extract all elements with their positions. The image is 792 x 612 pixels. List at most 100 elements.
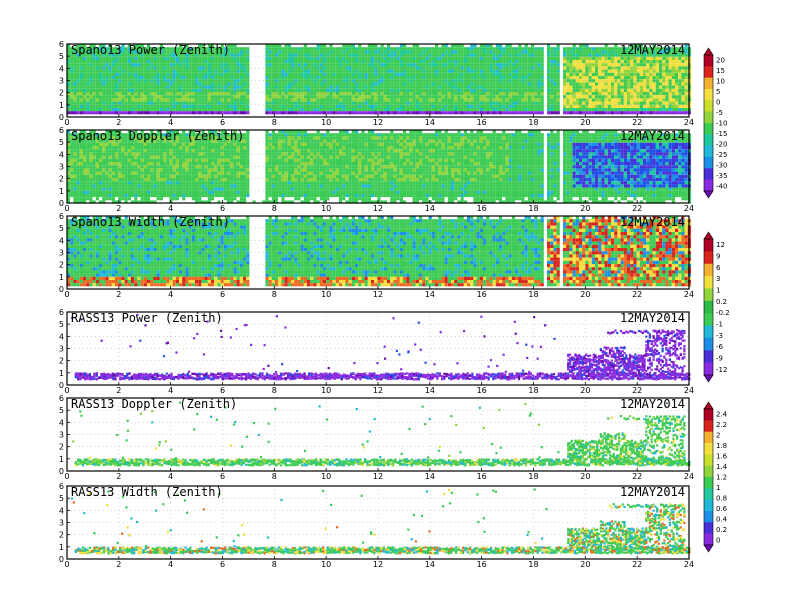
data-cell: [608, 66, 611, 69]
data-cell: [134, 197, 137, 200]
data-cell: [483, 98, 486, 101]
data-cell: [557, 60, 560, 63]
data-cell: [294, 98, 297, 101]
data-cell: [365, 60, 368, 63]
data-cell: [307, 76, 310, 79]
data-cell: [185, 108, 188, 111]
data-cell: [304, 66, 307, 69]
data-cell: [150, 82, 153, 85]
data-cell: [448, 66, 451, 69]
data-cell: [368, 98, 371, 101]
data-cell: [582, 79, 585, 82]
data-cell: [70, 146, 73, 149]
data-cell: [342, 66, 345, 69]
data-cell: [265, 50, 268, 53]
data-cell: [624, 108, 627, 111]
data-cell: [237, 82, 240, 85]
data-cell: [681, 86, 684, 89]
data-cell: [80, 79, 83, 82]
x-tick-label: 0: [64, 118, 69, 127]
data-cell: [592, 86, 595, 89]
data-cell: [99, 184, 102, 187]
data-cell: [557, 98, 560, 101]
panel-1: 0 2 4 6 8 10 12 14 16 18 20 22 240123456 Spano13 Powe…: [59, 40, 694, 127]
data-cell: [144, 98, 147, 101]
data-cell: [80, 146, 83, 149]
data-cell: [470, 66, 473, 69]
data-cell: [163, 82, 166, 85]
data-cell: [361, 108, 364, 111]
data-cell: [240, 92, 243, 95]
data-cell: [342, 108, 345, 111]
data-cell: [557, 57, 560, 60]
data-cell: [99, 102, 102, 105]
data-cell: [537, 111, 540, 114]
data-cell: [288, 102, 291, 105]
data-cell: [134, 111, 137, 114]
data-cell: [243, 98, 246, 101]
data-cell: [233, 70, 236, 73]
data-cell: [592, 73, 595, 76]
data-cell: [243, 50, 246, 53]
data-cell: [595, 60, 598, 63]
data-cell: [352, 54, 355, 57]
data-cell: [384, 63, 387, 66]
data-cell: [454, 108, 457, 111]
data-cell: [569, 95, 572, 98]
data-cell: [153, 162, 156, 165]
data-cell: [176, 108, 179, 111]
data-cell: [77, 168, 80, 171]
data-cell: [557, 86, 560, 89]
data-cell: [237, 95, 240, 98]
data-cell: [483, 82, 486, 85]
data-cell: [342, 57, 345, 60]
data-cell: [297, 47, 300, 50]
data-cell: [80, 165, 83, 168]
data-cell: [441, 86, 444, 89]
data-cell: [352, 79, 355, 82]
data-cell: [595, 82, 598, 85]
data-cell: [320, 63, 323, 66]
data-cell: [557, 111, 560, 114]
data-cell: [125, 66, 128, 69]
data-cell: [198, 102, 201, 105]
data-cell: [281, 102, 284, 105]
data-cell: [217, 102, 220, 105]
data-cell: [115, 63, 118, 66]
data-cell: [73, 82, 76, 85]
data-cell: [189, 79, 192, 82]
data-cell: [470, 47, 473, 50]
data-cell: [413, 60, 416, 63]
data-cell: [553, 98, 556, 101]
data-cell: [115, 70, 118, 73]
data-cell: [646, 89, 649, 92]
data-cell: [409, 79, 412, 82]
data-cell: [77, 102, 80, 105]
data-cell: [102, 105, 105, 108]
data-cell: [195, 66, 198, 69]
data-cell: [409, 108, 412, 111]
data-cell: [198, 105, 201, 108]
data-cell: [419, 50, 422, 53]
data-cell: [112, 175, 115, 178]
data-cell: [633, 108, 636, 111]
data-cell: [217, 86, 220, 89]
data-cell: [589, 105, 592, 108]
data-cell: [624, 86, 627, 89]
data-cell: [617, 79, 620, 82]
data-cell: [621, 76, 624, 79]
data-cell: [384, 86, 387, 89]
data-cell: [630, 57, 633, 60]
data-cell: [349, 66, 352, 69]
data-cell: [608, 102, 611, 105]
data-cell: [227, 105, 230, 108]
data-cell: [505, 63, 508, 66]
data-cell: [336, 89, 339, 92]
data-cell: [278, 111, 281, 114]
data-cell: [435, 57, 438, 60]
data-cell: [96, 95, 99, 98]
data-cell: [678, 105, 681, 108]
data-cell: [163, 70, 166, 73]
data-cell: [685, 79, 688, 82]
data-cell: [672, 98, 675, 101]
